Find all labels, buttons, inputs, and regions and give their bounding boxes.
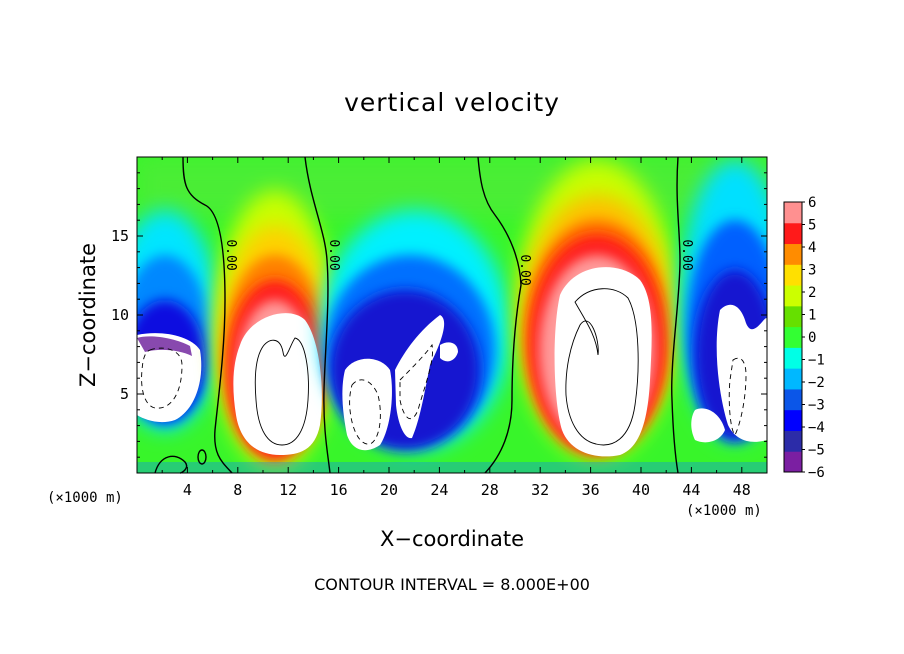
contour-interval-note: CONTOUR INTERVAL = 8.000E+00 <box>314 575 590 594</box>
colorbar-swatch <box>784 202 802 224</box>
colorbar-swatch <box>784 222 802 245</box>
x-tick-label: 28 <box>481 481 499 499</box>
colorbar-tick-label: 3 <box>808 263 816 279</box>
colorbar-tick-label: 2 <box>808 285 816 301</box>
zero-contour-1 <box>182 156 233 474</box>
y-tick-label: 15 <box>111 227 129 245</box>
x-tick-label: 32 <box>531 481 549 499</box>
colorbar-tick-label: −5 <box>808 443 825 459</box>
x-unit-label-left: (×1000 m) <box>47 490 123 506</box>
colorbar-swatch <box>784 264 802 286</box>
colorbar-swatch <box>784 305 802 328</box>
colorbar-swatch <box>784 388 802 411</box>
zero-contour-2 <box>304 156 331 474</box>
x-tick-label: 44 <box>682 481 700 499</box>
zero-contour-4 <box>671 156 681 474</box>
colorbar-tick-label: 1 <box>808 308 816 324</box>
chart-title: vertical velocity <box>344 88 560 117</box>
colorbar-swatch <box>784 368 802 390</box>
colorbar-tick-label: 6 <box>808 195 816 211</box>
colorbar-tick-label: 4 <box>808 240 816 256</box>
contour-label: 0.00 <box>326 239 341 270</box>
y-axis-label: Z−coordinate <box>76 243 100 387</box>
downdraft-right <box>680 160 767 443</box>
colorbar-swatch <box>784 409 802 431</box>
x-tick-label: 24 <box>430 481 448 499</box>
colorbar-tick-label: −3 <box>808 398 825 414</box>
x-tick-label: 8 <box>233 481 242 499</box>
x-tick-label: 20 <box>380 481 398 499</box>
contour-label: 0.00 <box>679 239 694 270</box>
x-unit-label-right: (×1000 m) <box>686 503 762 519</box>
x-axis-label: X−coordinate <box>380 527 524 551</box>
updraft-1 <box>215 190 335 470</box>
x-tick-label: 16 <box>330 481 348 499</box>
colorbar-tick-label: 5 <box>808 218 816 234</box>
y-tick-label: 10 <box>111 306 129 324</box>
color-field <box>137 157 767 473</box>
colorbar-tick-label: −2 <box>808 375 825 391</box>
contour-label: 0.00 <box>517 254 532 285</box>
y-tick-label: 5 <box>120 385 129 403</box>
colorbar-swatch <box>784 430 802 452</box>
y-axis: 5 10 15 <box>111 172 767 458</box>
colorbar-swatch <box>784 326 802 348</box>
zero-contour-ring <box>197 449 207 465</box>
zero-contour-small <box>154 455 188 474</box>
x-axis: 4 8 12 16 20 24 28 32 36 40 44 48 <box>161 157 751 499</box>
zero-contour-3 <box>477 156 522 474</box>
x-tick-label: 12 <box>279 481 297 499</box>
colorbar-swatch <box>784 285 802 307</box>
colorbar-tick-label: −4 <box>808 420 825 436</box>
zero-contours <box>154 156 681 474</box>
contour-label: 0.00 <box>223 239 238 270</box>
x-tick-label: 40 <box>632 481 650 499</box>
colorbar-tick-label: −1 <box>808 353 825 369</box>
positive-contours <box>254 288 639 446</box>
colorbar-swatch <box>784 347 802 369</box>
x-tick-label: 36 <box>582 481 600 499</box>
contour-labels: 0.00 0.00 0.00 0.00 <box>223 239 694 285</box>
colorbar-swatch <box>784 243 802 265</box>
x-tick-label: 48 <box>733 481 751 499</box>
updraft-2 <box>517 160 677 460</box>
negative-contours <box>141 343 747 445</box>
colorbar-tick-label: −6 <box>808 465 825 481</box>
downdraft-center <box>320 210 510 451</box>
colorbar: 6 5 4 3 2 1 0 −1 −2 −3 −4 −5 −6 <box>783 195 825 481</box>
colorbar-tick-label: 0 <box>808 330 816 346</box>
x-tick-label: 4 <box>183 481 192 499</box>
downdraft-left <box>137 210 220 430</box>
colorbar-swatch <box>784 451 802 473</box>
